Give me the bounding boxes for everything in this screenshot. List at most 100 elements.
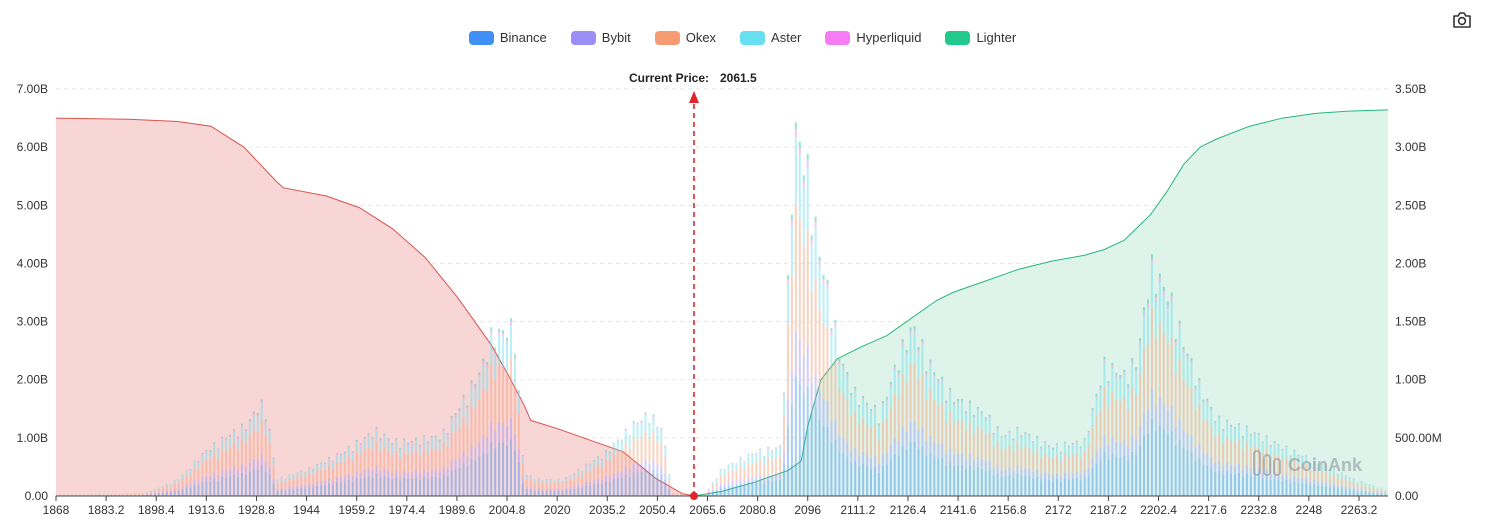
bar-binance — [1020, 477, 1022, 496]
bar-stack — [1357, 482, 1359, 496]
bar-aster — [277, 480, 279, 483]
bar-stack — [985, 417, 987, 496]
bar-bybit — [447, 468, 449, 476]
bar-aster — [1084, 440, 1086, 450]
bar-lighter — [1119, 375, 1121, 377]
bar-aster — [1258, 435, 1260, 446]
bar-aster — [451, 419, 453, 433]
bar-bybit — [1372, 491, 1374, 492]
bar-stack — [209, 450, 211, 496]
y-left-tick-label: 2.00B — [17, 373, 48, 387]
bar-stack — [375, 427, 377, 496]
bar-stack — [431, 436, 433, 496]
x-tick-label: 2020 — [544, 503, 571, 517]
bar-aster — [993, 435, 995, 446]
bar-lighter — [1242, 436, 1244, 437]
bar-stack — [720, 469, 722, 496]
bar-stack — [1044, 441, 1046, 496]
bar-lighter — [993, 433, 995, 434]
bar-hyperliquid — [411, 442, 413, 443]
legend-lighter[interactable]: Lighter — [945, 30, 1016, 45]
bar-aster — [514, 360, 516, 386]
bar-lighter — [1266, 435, 1268, 436]
bar-binance — [490, 442, 492, 496]
bar-lighter — [229, 435, 231, 436]
bar-binance — [257, 469, 259, 496]
bar-aster — [914, 333, 916, 364]
bar-lighter — [1226, 420, 1228, 422]
bar-stack — [1119, 375, 1121, 496]
bar-okex — [1103, 387, 1105, 434]
legend-aster[interactable]: Aster — [740, 30, 801, 45]
bar-bybit — [1242, 470, 1244, 477]
bar-binance — [166, 492, 168, 496]
bar-stack — [435, 435, 437, 496]
bar-aster — [158, 488, 160, 490]
bar-okex — [846, 399, 848, 441]
bar-binance — [736, 486, 738, 496]
bar-stack — [775, 448, 777, 496]
bar-hyperliquid — [205, 451, 207, 452]
bar-lighter — [660, 428, 662, 429]
bar-lighter — [435, 435, 437, 436]
bar-lighter — [989, 415, 991, 417]
bar-binance — [866, 466, 868, 496]
bar-stack — [463, 395, 465, 496]
bar-okex — [102, 495, 104, 496]
bar-stack — [621, 440, 623, 496]
bar-okex — [284, 483, 286, 489]
bar-stack — [957, 399, 959, 496]
bar-stack — [197, 461, 199, 496]
bar-lighter — [395, 438, 397, 439]
bar-hyperliquid — [1052, 449, 1054, 450]
bar-stack — [372, 437, 374, 496]
legend-hyperliquid[interactable]: Hyperliquid — [825, 30, 921, 45]
bar-aster — [292, 476, 294, 480]
bar-stack — [368, 433, 370, 496]
bar-hyperliquid — [949, 390, 951, 392]
bar-okex — [1088, 445, 1090, 467]
bar-lighter — [949, 388, 951, 390]
bar-stack — [1175, 339, 1177, 496]
bar-okex — [383, 447, 385, 468]
bar-okex — [514, 385, 516, 433]
bar-bybit — [245, 467, 247, 475]
bar-okex — [170, 487, 172, 491]
bar-hyperliquid — [1005, 436, 1007, 437]
bar-stack — [751, 454, 753, 496]
bar-binance — [1285, 480, 1287, 496]
bar-aster — [747, 455, 749, 463]
legend-okex[interactable]: Okex — [655, 30, 716, 45]
bar-bybit — [771, 476, 773, 481]
bar-okex — [1242, 449, 1244, 469]
bar-aster — [1016, 430, 1018, 442]
bar-stack — [344, 452, 346, 496]
bar-lighter — [344, 452, 346, 453]
bar-okex — [1187, 385, 1189, 433]
bar-stack — [1341, 472, 1343, 496]
bar-binance — [961, 465, 963, 496]
bar-stack — [724, 469, 726, 496]
bar-aster — [193, 462, 195, 468]
legend-bybit[interactable]: Bybit — [571, 30, 631, 45]
bar-hyperliquid — [925, 374, 927, 376]
bar-lighter — [478, 372, 480, 374]
bar-stack — [356, 440, 358, 496]
bar-okex — [914, 363, 916, 421]
bar-hyperliquid — [482, 361, 484, 364]
bar-aster — [233, 432, 235, 444]
bar-binance — [213, 479, 215, 496]
camera-icon[interactable] — [1451, 10, 1473, 30]
bar-aster — [906, 356, 908, 382]
bar-okex — [118, 494, 120, 495]
bar-aster — [1052, 450, 1054, 459]
bar-binance — [178, 491, 180, 496]
bar-aster — [225, 440, 227, 450]
bar-hyperliquid — [459, 410, 461, 412]
bar-bybit — [1198, 444, 1200, 458]
bar-bybit — [1218, 461, 1220, 471]
legend-binance[interactable]: Binance — [469, 30, 547, 45]
bar-okex — [767, 458, 769, 475]
bar-okex — [1044, 453, 1046, 472]
